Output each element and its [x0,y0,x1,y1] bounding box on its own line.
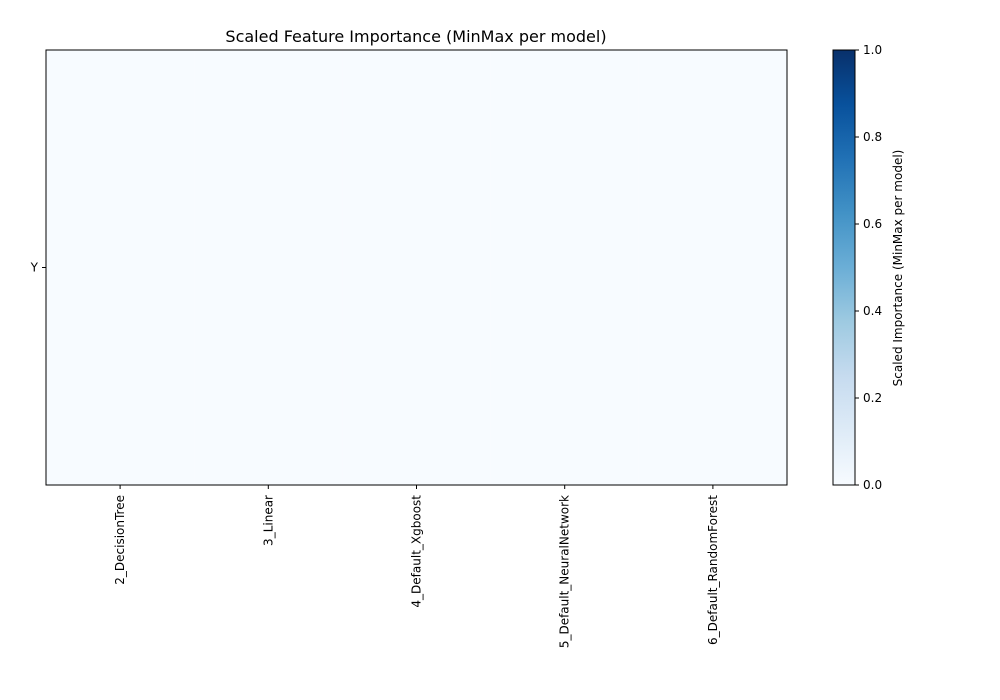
colorbar [832,49,856,486]
colorbar-tick-label: 0.8 [863,130,882,144]
heatmap-cell [342,50,491,485]
x-tick-label: 2_DecisionTree [113,495,127,585]
colorbar-label: Scaled Importance (MinMax per model) [891,150,905,387]
colorbar-tick-label: 0.6 [863,217,882,231]
x-axis-ticks: 2_DecisionTree 3_Linear 4_Default_Xgboost 5… [113,485,720,648]
x-tick-label: 5_Default_NeuralNetwork [558,495,572,648]
heatmap-cell [46,50,195,485]
y-axis-ticks: Y [30,261,46,275]
heatmap-cell [638,50,787,485]
colorbar-tick-label: 1.0 [863,43,882,57]
x-tick-label: 3_Linear [261,495,275,546]
colorbar-tick-label: 0.0 [863,478,882,492]
y-tick-label: Y [30,261,39,275]
heatmap-cells [46,50,787,485]
colorbar-tick-label: 0.2 [863,391,882,405]
chart-title: Scaled Feature Importance (MinMax per mo… [225,27,606,46]
x-tick-label: 4_Default_Xgboost [410,495,424,608]
colorbar-tick-label: 0.4 [863,304,882,318]
heatmap-cell [490,50,639,485]
x-tick-label: 6_Default_RandomForest [706,495,720,645]
heatmap-cell [194,50,343,485]
colorbar-ticks: 0.0 0.2 0.4 0.6 0.8 1.0 [855,43,882,492]
